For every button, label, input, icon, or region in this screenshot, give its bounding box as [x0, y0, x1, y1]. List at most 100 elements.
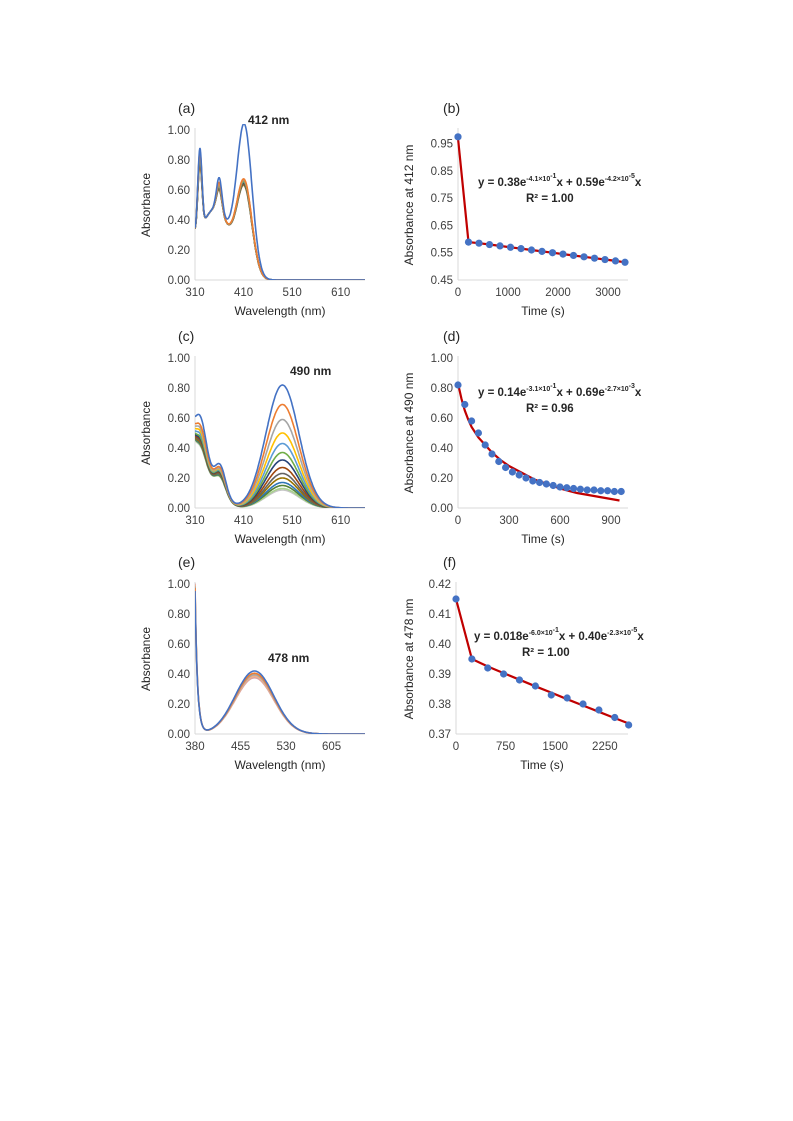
y-tick-label: 0.40 — [168, 669, 190, 681]
equation-part: -1 — [553, 627, 559, 634]
equation-part: -6.0×10 — [529, 630, 553, 637]
spectrum-series — [195, 384, 365, 508]
data-point — [488, 450, 496, 458]
y-axis-label: Absorbance at 478 nm — [402, 599, 416, 720]
data-point — [590, 254, 599, 262]
x-tick-label: 2000 — [545, 287, 571, 299]
y-tick-label: 0.65 — [431, 220, 453, 232]
y-tick-label: 0.60 — [168, 185, 190, 197]
x-axis-label: Time (s) — [521, 532, 565, 546]
x-tick-label: 2250 — [592, 741, 618, 753]
data-point — [468, 655, 476, 663]
x-tick-label: 410 — [234, 287, 253, 299]
y-axis-label: Absorbance at 490 nm — [402, 373, 416, 494]
y-tick-label: 0.00 — [168, 503, 190, 515]
data-point — [506, 243, 515, 251]
equation-part: x — [637, 631, 644, 643]
y-tick-label: 0.38 — [429, 699, 451, 711]
y-tick-label: 0.75 — [431, 193, 453, 205]
equation-part: y = 0.38e — [478, 177, 526, 189]
data-point — [536, 478, 544, 487]
data-point — [474, 429, 482, 437]
data-point — [454, 133, 462, 141]
equation-part: x + 0.69e — [556, 387, 604, 399]
y-tick-label: 1.00 — [168, 125, 190, 137]
data-point — [468, 417, 476, 425]
y-tick-label: 0.40 — [431, 443, 453, 455]
x-tick-label: 610 — [331, 287, 350, 299]
fit-equation: y = 0.018e-6.0×10-1x + 0.40e-2.3×10-5x — [474, 627, 644, 643]
spectrum-series — [195, 156, 365, 280]
data-point — [570, 484, 578, 493]
x-axis-label: Wavelength (nm) — [235, 758, 326, 772]
spectrum-series — [195, 155, 365, 280]
equation-part: y = 0.14e — [478, 387, 526, 399]
panel-label: (c) — [178, 328, 194, 344]
equation-part: -1 — [550, 173, 556, 180]
x-tick-label: 900 — [601, 515, 620, 527]
y-tick-label: 0.40 — [168, 443, 190, 455]
panel-label: (b) — [443, 100, 460, 116]
y-tick-label: 0.80 — [168, 383, 190, 395]
y-tick-label: 0.80 — [431, 383, 453, 395]
data-point — [583, 486, 591, 494]
y-tick-label: 0.20 — [168, 473, 190, 485]
y-tick-label: 0.55 — [431, 248, 453, 260]
x-tick-label: 0 — [455, 515, 461, 527]
spectrum-series — [195, 150, 365, 280]
x-tick-label: 600 — [550, 515, 569, 527]
panel-d: (d) 0 300 600 900 0.00 0.20 0.40 0.60 0.80 1.00 Tim… — [402, 328, 642, 546]
data-point — [563, 484, 571, 492]
data-point — [542, 480, 551, 488]
data-point — [604, 487, 612, 495]
x-tick-label: 510 — [283, 515, 302, 527]
data-point — [461, 400, 469, 409]
y-tick-label: 0.39 — [429, 669, 451, 681]
y-axis-label: Absorbance — [139, 401, 153, 465]
y-tick-label: 0.41 — [429, 609, 451, 621]
spectrum-series — [195, 156, 365, 280]
data-point — [522, 474, 530, 482]
y-tick-label: 0.20 — [168, 245, 190, 257]
data-point — [559, 250, 567, 258]
data-point — [475, 239, 483, 247]
y-tick-label: 0.85 — [431, 166, 453, 178]
panel-e: (e) 380 455 530 605 0.00 0.20 0.40 0.60 0.80 1.00 W… — [139, 554, 365, 772]
data-point — [484, 664, 492, 672]
x-tick-label: 380 — [185, 741, 204, 753]
data-point — [496, 242, 504, 250]
data-point — [580, 253, 588, 261]
y-tick-label: 0.00 — [168, 275, 190, 287]
y-axis-label: Absorbance — [139, 173, 153, 237]
peak-annotation: 490 nm — [290, 364, 331, 378]
r-squared: R² = 0.96 — [526, 403, 574, 415]
data-point — [621, 258, 629, 266]
data-point — [601, 255, 609, 264]
panel-label: (a) — [178, 100, 195, 116]
data-point — [538, 247, 546, 255]
equation-part: -2.7×10 — [605, 386, 629, 393]
data-point — [547, 691, 555, 699]
peak-annotation: 412 nm — [248, 113, 289, 127]
y-tick-label: 0.00 — [168, 729, 190, 741]
x-tick-label: 0 — [455, 287, 461, 299]
y-tick-label: 0.42 — [429, 579, 451, 591]
y-tick-label: 0.20 — [431, 473, 453, 485]
x-tick-label: 605 — [322, 741, 341, 753]
data-point — [464, 238, 473, 246]
data-point — [576, 485, 585, 493]
x-tick-label: 750 — [496, 741, 515, 753]
x-tick-label: 3000 — [595, 287, 621, 299]
equation-part: x — [635, 387, 642, 399]
data-point — [590, 486, 598, 494]
spectrum-series — [195, 153, 365, 280]
data-point — [595, 706, 603, 714]
y-tick-label: 1.00 — [168, 353, 190, 365]
equation-part: x + 0.59e — [556, 177, 604, 189]
data-point — [515, 676, 524, 684]
r-squared: R² = 1.00 — [522, 647, 570, 659]
data-point — [611, 713, 619, 722]
equation-part: -4.2×10 — [605, 176, 629, 183]
